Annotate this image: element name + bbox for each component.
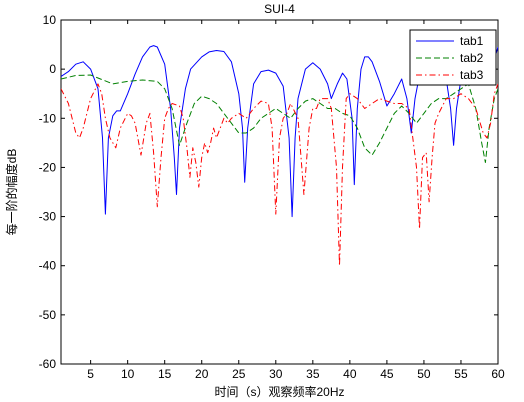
series-line-tab3 bbox=[61, 83, 498, 267]
x-axis-label: 时间（s）观察频率20Hz bbox=[214, 384, 344, 399]
chart-title: SUI-4 bbox=[264, 2, 295, 16]
legend: tab1 tab2 tab3 bbox=[409, 29, 497, 86]
x-axis-ticks: 5 10 15 20 25 30 35 40 45 50 55 60 bbox=[87, 20, 505, 381]
y-tick-label: 0 bbox=[49, 62, 56, 76]
series-line-tab2 bbox=[61, 74, 498, 163]
x-tick-label: 50 bbox=[417, 367, 431, 381]
x-tick-label: 5 bbox=[87, 367, 94, 381]
x-tick-label: 55 bbox=[454, 367, 468, 381]
y-axis-label: 每一阶的幅度dB bbox=[4, 149, 19, 236]
x-tick-label: 20 bbox=[195, 367, 209, 381]
legend-label-tab1: tab1 bbox=[460, 34, 484, 48]
x-tick-label: 25 bbox=[232, 367, 246, 381]
x-tick-label: 10 bbox=[121, 367, 135, 381]
y-axis-ticks: 10 0 -10 -20 -30 -40 -50 -60 bbox=[39, 13, 498, 371]
y-tick-label: -20 bbox=[39, 160, 57, 174]
x-tick-label: 30 bbox=[269, 367, 283, 381]
x-tick-label: 40 bbox=[343, 367, 357, 381]
x-tick-label: 45 bbox=[380, 367, 394, 381]
x-tick-label: 35 bbox=[306, 367, 320, 381]
y-tick-label: -30 bbox=[39, 210, 57, 224]
y-tick-label: -10 bbox=[39, 111, 57, 125]
y-tick-label: -40 bbox=[39, 259, 57, 273]
y-tick-label: -60 bbox=[39, 357, 57, 371]
legend-label-tab2: tab2 bbox=[460, 51, 484, 65]
legend-label-tab3: tab3 bbox=[460, 68, 484, 82]
x-tick-label: 15 bbox=[158, 367, 172, 381]
x-tick-label: 60 bbox=[491, 367, 505, 381]
y-tick-label: -50 bbox=[39, 308, 57, 322]
y-tick-label: 10 bbox=[43, 13, 57, 27]
